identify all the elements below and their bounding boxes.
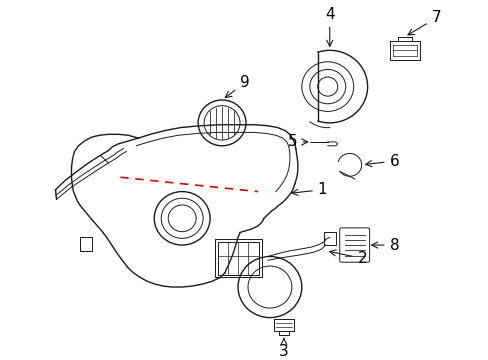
Text: 8: 8 xyxy=(371,238,398,253)
Text: 4: 4 xyxy=(325,7,334,46)
Text: 2: 2 xyxy=(329,250,366,266)
Text: 3: 3 xyxy=(279,338,288,359)
Text: 1: 1 xyxy=(291,182,327,197)
Text: 7: 7 xyxy=(407,10,440,35)
Text: 6: 6 xyxy=(365,154,399,168)
Text: 5: 5 xyxy=(287,134,307,149)
Text: 9: 9 xyxy=(225,75,249,98)
